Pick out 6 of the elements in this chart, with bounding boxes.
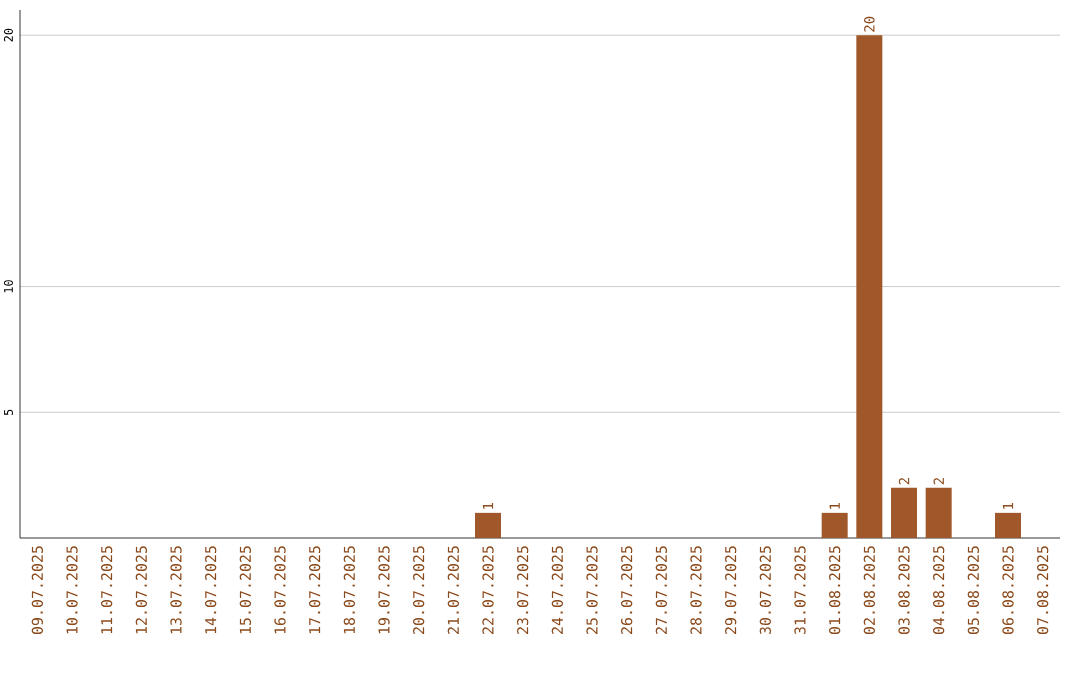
bar: [475, 512, 501, 538]
bar: [856, 35, 883, 538]
bar: [821, 512, 848, 538]
bar: [891, 487, 918, 538]
bar: [925, 487, 952, 538]
bar: [995, 512, 1022, 538]
